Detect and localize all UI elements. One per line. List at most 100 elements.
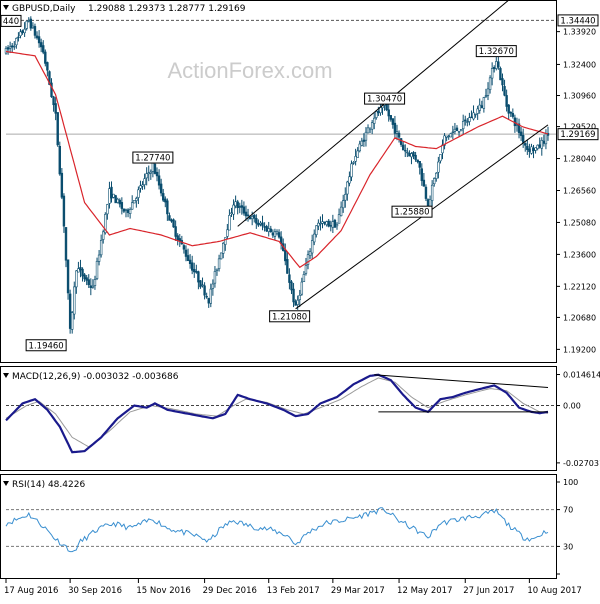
candle-body <box>242 206 246 214</box>
candle-body <box>451 131 455 134</box>
collapse-arrow-icon <box>3 5 9 10</box>
candle-body <box>145 173 148 179</box>
candle-body <box>294 301 297 306</box>
candle-body <box>277 232 281 238</box>
candle-body <box>186 255 190 261</box>
candle-body <box>319 222 322 225</box>
candle-body <box>224 237 227 245</box>
candle-body <box>503 86 506 96</box>
candle-body <box>313 233 316 243</box>
candle-body <box>352 162 355 164</box>
candle-body <box>393 122 397 134</box>
candle-body <box>182 245 186 250</box>
candle-body <box>199 280 202 288</box>
candle-body <box>255 218 258 224</box>
candle-body <box>128 209 132 215</box>
price-y-tick-label: 1.30960 <box>563 92 596 101</box>
macd-trendlines <box>374 374 549 413</box>
candle-body <box>534 147 537 151</box>
candle-body <box>468 117 471 122</box>
candle-body <box>97 254 101 262</box>
candle-body <box>62 195 66 227</box>
candle-body <box>430 184 434 201</box>
candle-body <box>530 146 533 154</box>
candle-body <box>87 279 90 286</box>
candle-body <box>317 222 320 227</box>
candle-body <box>350 163 353 178</box>
price-label: 1.30470 <box>367 95 402 105</box>
candle-body <box>15 38 18 46</box>
candle-body <box>466 121 469 123</box>
candle-body <box>11 45 14 48</box>
candle-body <box>408 153 411 157</box>
candle-body <box>344 194 347 201</box>
candle-body <box>23 28 26 34</box>
candle-body <box>526 145 529 150</box>
candle-body <box>155 171 159 177</box>
candle-body <box>193 268 196 273</box>
candle-body <box>488 77 492 90</box>
candle-body <box>461 121 465 129</box>
candle-body <box>532 148 535 151</box>
candle-body <box>470 116 473 119</box>
candle-body <box>95 260 99 279</box>
price-y-tick-label: 1.25080 <box>563 218 596 227</box>
candle-body <box>476 108 479 114</box>
macd-y-tick-label: 0.00 <box>563 402 581 411</box>
candle-body <box>48 71 51 85</box>
candle-body <box>335 224 339 227</box>
candle-body <box>509 111 512 114</box>
candle-body <box>124 209 128 211</box>
candle-body <box>269 228 272 233</box>
candle-body <box>50 82 53 98</box>
candle-body <box>68 293 72 329</box>
candle-body <box>265 226 268 232</box>
candle-body <box>52 96 55 106</box>
price-label-box <box>475 45 517 58</box>
ohlc-label: 1.29088 1.29373 1.28777 1.29169 <box>88 4 246 14</box>
x-tick-label: 10 Aug 2017 <box>527 586 581 596</box>
price-y-tick-label: 1.26560 <box>563 186 596 195</box>
candle-body <box>162 193 165 201</box>
candle-body <box>368 127 372 130</box>
candle-body <box>4 48 8 54</box>
x-tick-label: 29 Dec 2016 <box>203 586 257 596</box>
candle-body <box>58 145 61 175</box>
candle-body <box>66 259 70 294</box>
candle-body <box>114 195 117 204</box>
candle-body <box>6 47 10 50</box>
candle-body <box>478 104 481 111</box>
price-label: 440 <box>3 17 19 27</box>
candle-body <box>329 225 332 227</box>
candle-body <box>85 277 88 281</box>
price-y-tick-label: 1.29520 <box>563 123 596 132</box>
candle-body <box>453 128 457 132</box>
price-y-tick-label: 1.32400 <box>563 60 596 69</box>
candle-body <box>35 35 39 39</box>
candle-body <box>44 51 47 64</box>
last-price-label: 1.29169 <box>560 130 595 140</box>
candle-body <box>54 103 57 114</box>
candle-body <box>170 219 173 222</box>
candle-body <box>79 267 82 271</box>
candle-body <box>195 270 198 273</box>
candle-body <box>373 117 376 124</box>
candle-body <box>300 281 304 295</box>
candle-body <box>271 232 275 236</box>
candle-body <box>296 299 299 305</box>
candle-body <box>226 229 229 237</box>
candle-body <box>395 131 399 134</box>
rsi-panel-frame <box>0 474 557 579</box>
x-tick-label: 15 Nov 2016 <box>136 586 190 596</box>
candle-body <box>197 271 200 283</box>
candle-body <box>31 25 35 28</box>
candle-body <box>228 215 231 231</box>
candle-body <box>542 140 546 144</box>
candle-body <box>230 212 233 215</box>
candle-body <box>387 109 390 117</box>
candle-body <box>493 66 496 69</box>
candle-body <box>536 144 539 149</box>
candle-body <box>435 172 438 179</box>
candle-body <box>416 159 419 163</box>
